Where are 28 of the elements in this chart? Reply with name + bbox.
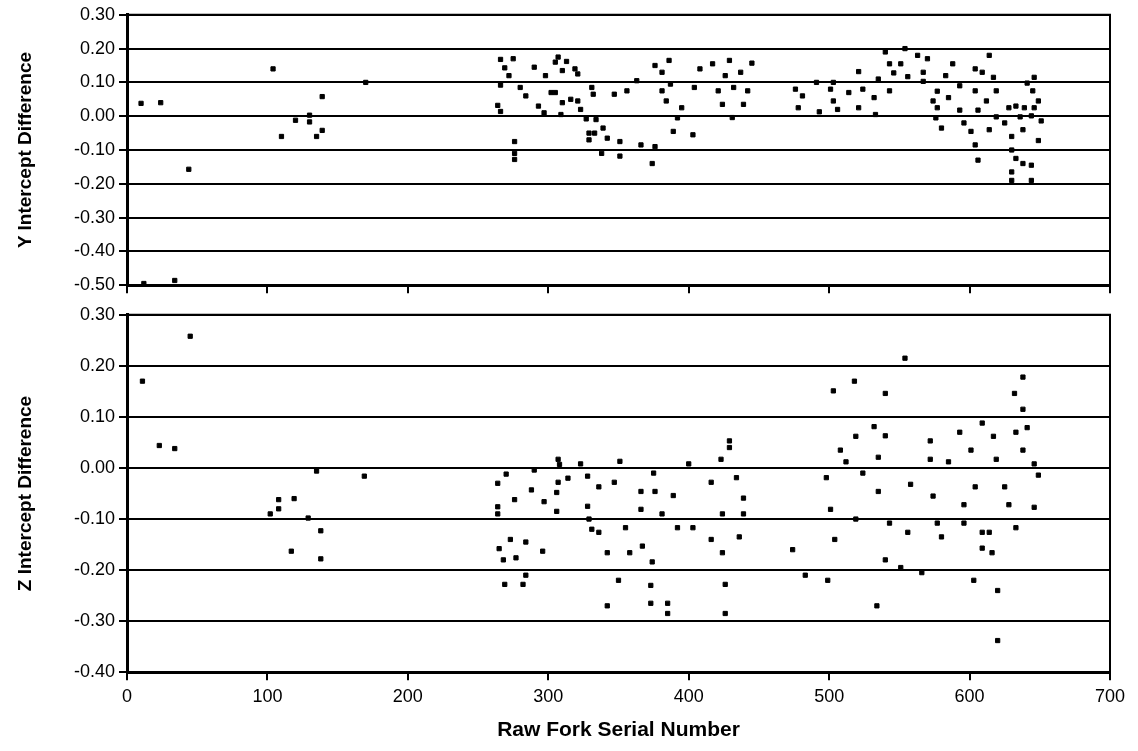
y-axis-title: Y Intercept Difference: [13, 51, 35, 249]
y-axis-title: Z Intercept Difference: [13, 395, 35, 592]
y-tick-label: -0.50: [73, 274, 115, 295]
x-tick-label: 100: [252, 685, 283, 706]
y-tick-label: 0.20: [79, 354, 115, 375]
y-tick-label: 0.10: [79, 71, 115, 92]
x-tick-label: 500: [814, 685, 845, 706]
y-tick-label: -0.40: [73, 661, 115, 682]
y-tick-label: 0.10: [79, 405, 115, 426]
x-tick-label: 700: [1094, 685, 1126, 706]
y-tick-label: -0.20: [73, 559, 115, 580]
x-tick-label: 300: [533, 685, 564, 706]
y-tick-label: -0.10: [73, 508, 115, 528]
y-tick-label: 0.30: [79, 303, 115, 324]
x-tick-label: 200: [392, 685, 423, 706]
y-tick-label: -0.20: [73, 172, 115, 193]
x-tick-label: 0: [121, 685, 133, 706]
y-tick-label: 0.20: [79, 37, 115, 58]
y-tick-label: 0.30: [79, 3, 115, 24]
x-axis-title: Raw Fork Serial Number: [497, 717, 740, 741]
y-tick-label: -0.30: [73, 610, 115, 631]
y-tick-label: 0.00: [79, 105, 115, 126]
y-tick-label: -0.40: [73, 240, 115, 261]
y-tick-label: -0.30: [73, 206, 115, 227]
y-tick-label: -0.10: [73, 138, 115, 159]
x-tick-label: 400: [673, 685, 704, 706]
x-tick-label: 600: [954, 685, 985, 706]
y-tick-label: 0.00: [79, 456, 115, 477]
